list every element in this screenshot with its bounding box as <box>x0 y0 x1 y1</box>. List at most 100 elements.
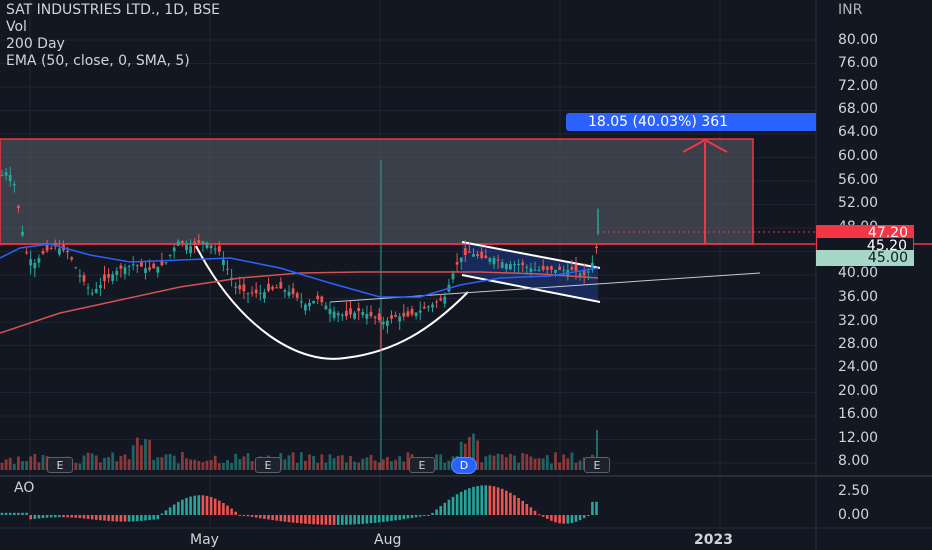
candle-body[interactable] <box>254 289 258 294</box>
candle-body[interactable] <box>140 261 143 267</box>
candle-body[interactable] <box>29 259 33 266</box>
candle-body[interactable] <box>414 312 418 317</box>
candle-body[interactable] <box>443 296 447 304</box>
candle-body[interactable] <box>562 269 566 271</box>
candle-body[interactable] <box>74 267 78 269</box>
candle-body[interactable] <box>181 241 184 243</box>
candle-body[interactable] <box>304 304 307 311</box>
candle-body[interactable] <box>529 268 533 272</box>
candle-body[interactable] <box>582 269 586 276</box>
candle-body[interactable] <box>402 312 406 317</box>
candle-body[interactable] <box>299 301 303 303</box>
candle-body[interactable] <box>480 251 484 259</box>
candle-body[interactable] <box>197 240 201 244</box>
candle-body[interactable] <box>513 263 516 266</box>
candle-body[interactable] <box>185 244 188 251</box>
candle-body[interactable] <box>541 265 545 270</box>
candle-body[interactable] <box>340 314 344 316</box>
candle-body[interactable] <box>58 248 61 255</box>
candle-body[interactable] <box>164 262 168 264</box>
candle-body[interactable] <box>431 304 434 308</box>
candle-body[interactable] <box>176 240 180 246</box>
earnings-marker[interactable]: E <box>584 457 610 473</box>
candle-body[interactable] <box>70 257 74 260</box>
candle-body[interactable] <box>537 269 541 271</box>
candle-body[interactable] <box>435 301 438 303</box>
candle-body[interactable] <box>390 315 393 319</box>
candle-body[interactable] <box>332 311 336 319</box>
candle-body[interactable] <box>406 311 410 317</box>
candle-body[interactable] <box>258 293 262 295</box>
candle-body[interactable] <box>111 274 115 281</box>
symbol-title[interactable]: SAT INDUSTRIES LTD., 1D, BSE <box>6 2 220 18</box>
vol-indicator-label[interactable]: Vol <box>6 19 27 35</box>
candle-body[interactable] <box>66 250 69 253</box>
candle-body[interactable] <box>152 263 156 269</box>
candle-body[interactable] <box>554 269 557 273</box>
candle-body[interactable] <box>49 247 53 249</box>
candle-body[interactable] <box>545 266 549 270</box>
candle-body[interactable] <box>349 308 352 315</box>
ao-indicator-label[interactable]: AO <box>14 480 35 496</box>
earnings-marker[interactable]: E <box>409 457 435 473</box>
candle-body[interactable] <box>574 264 578 271</box>
candle-body[interactable] <box>463 248 467 256</box>
candle-body[interactable] <box>94 288 98 293</box>
candle-body[interactable] <box>308 302 311 307</box>
candle-body[interactable] <box>213 248 217 250</box>
candle-body[interactable] <box>439 298 443 301</box>
candle-body[interactable] <box>123 267 127 275</box>
candle-body[interactable] <box>595 246 598 248</box>
candle-body[interactable] <box>365 313 369 319</box>
candle-body[interactable] <box>0 175 4 177</box>
candle-body[interactable] <box>373 316 377 318</box>
candle-body[interactable] <box>99 284 102 289</box>
candle-body[interactable] <box>410 309 414 315</box>
candle-body[interactable] <box>500 262 504 268</box>
candle-body[interactable] <box>135 265 139 267</box>
candle-body[interactable] <box>222 259 225 266</box>
candle-body[interactable] <box>234 286 238 288</box>
candle-body[interactable] <box>238 285 242 290</box>
candle-body[interactable] <box>357 308 361 312</box>
candle-body[interactable] <box>160 260 164 266</box>
candle-body[interactable] <box>422 306 426 309</box>
candle-body[interactable] <box>156 266 160 273</box>
candle-body[interactable] <box>17 205 20 209</box>
candle-body[interactable] <box>517 263 520 265</box>
candle-body[interactable] <box>591 262 594 268</box>
flag-upper-line[interactable] <box>461 241 601 269</box>
candle-body[interactable] <box>586 271 590 273</box>
candle-body[interactable] <box>205 242 209 249</box>
candle-body[interactable] <box>345 310 348 317</box>
candle-body[interactable] <box>86 287 90 289</box>
candle-body[interactable] <box>496 259 500 261</box>
candle-body[interactable] <box>525 266 529 268</box>
candle-body[interactable] <box>271 286 274 290</box>
candle-body[interactable] <box>131 264 135 266</box>
candle-body[interactable] <box>279 282 283 289</box>
candle-body[interactable] <box>578 273 582 278</box>
candle-body[interactable] <box>250 292 254 294</box>
candle-body[interactable] <box>189 246 192 254</box>
candle-body[interactable] <box>291 288 295 295</box>
candle-body[interactable] <box>324 305 328 310</box>
candle-body[interactable] <box>283 290 287 292</box>
candle-body[interactable] <box>267 283 270 291</box>
candle-body[interactable] <box>451 273 455 280</box>
candle-body[interactable] <box>455 262 459 265</box>
flag-pattern[interactable] <box>462 243 598 302</box>
ma200-line[interactable] <box>0 271 599 334</box>
cup-pattern[interactable] <box>195 245 469 360</box>
candle-body[interactable] <box>295 293 299 298</box>
candle-body[interactable] <box>209 245 213 249</box>
candle-body[interactable] <box>287 291 291 296</box>
candle-body[interactable] <box>312 300 315 304</box>
candle-body[interactable] <box>361 311 365 316</box>
candle-body[interactable] <box>115 270 119 275</box>
candle-body[interactable] <box>484 255 488 259</box>
candle-body[interactable] <box>4 172 8 176</box>
candle-body[interactable] <box>103 274 106 282</box>
candle-body[interactable] <box>533 269 537 271</box>
